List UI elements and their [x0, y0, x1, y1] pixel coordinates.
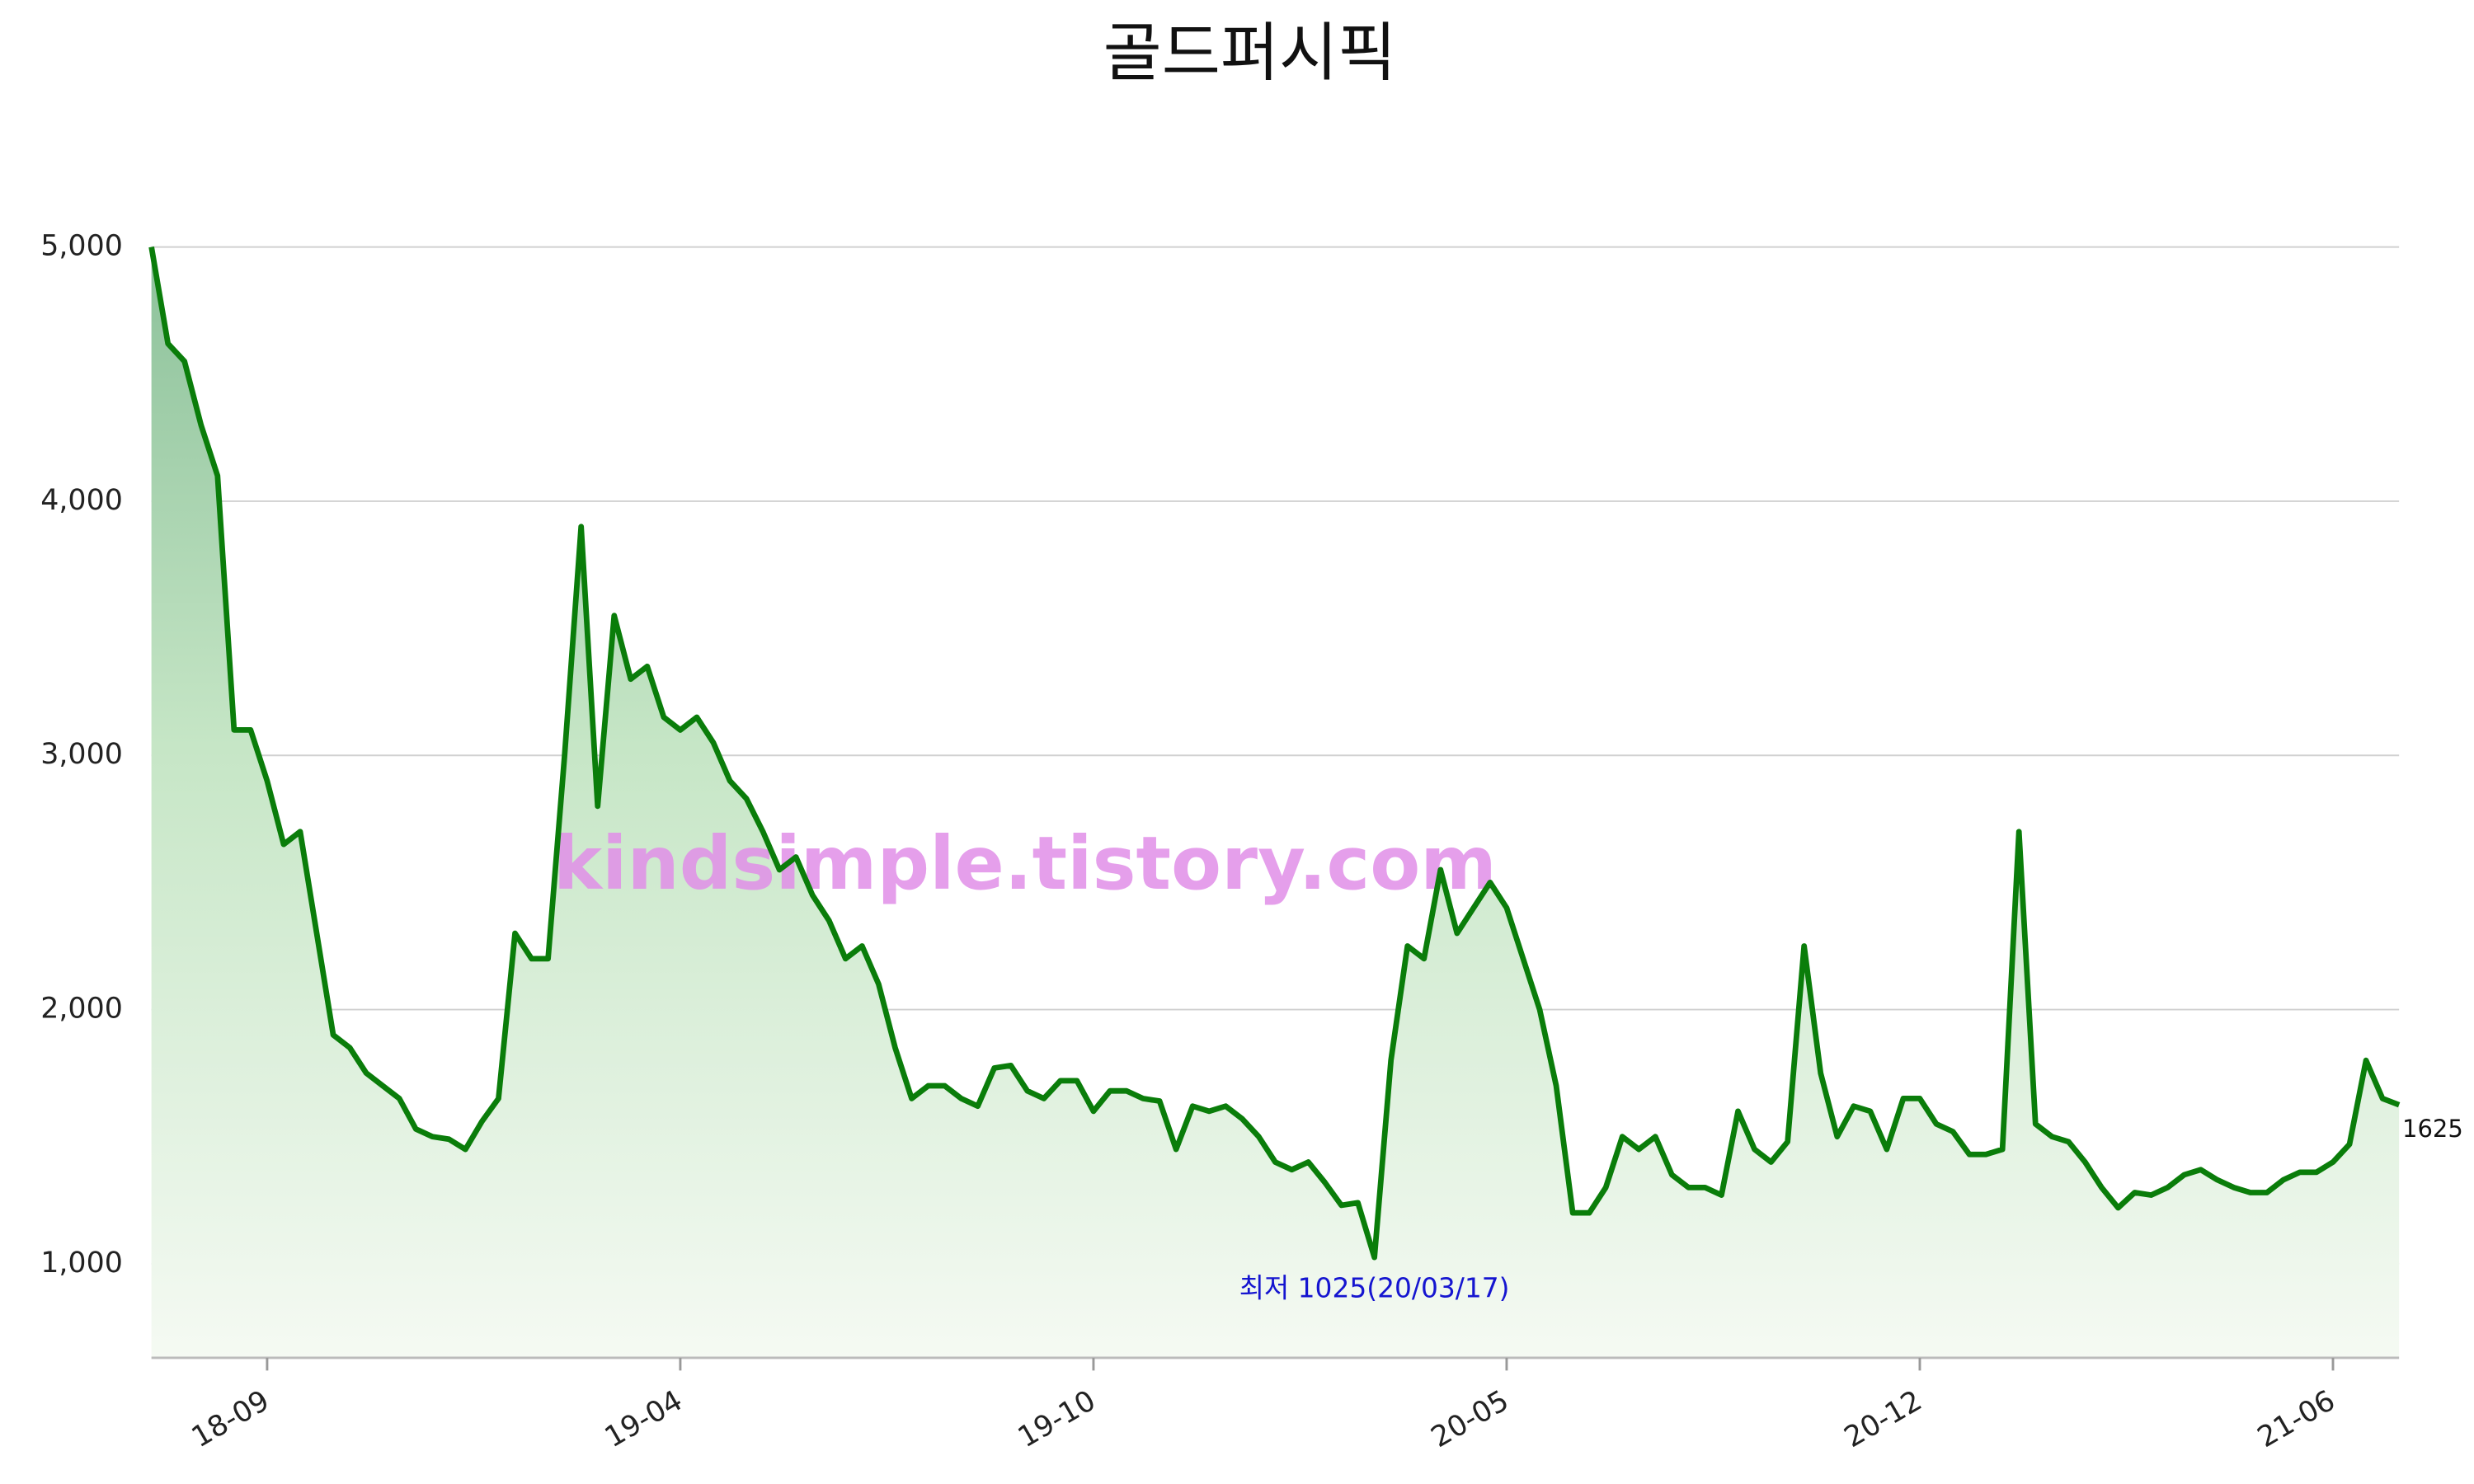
- x-tick-label: 20-12: [1839, 1384, 1928, 1454]
- y-tick-label: 1,000: [40, 1247, 123, 1280]
- min-annotation: 최저 1025(20/03/17): [1239, 1271, 1510, 1303]
- y-tick-label: 2,000: [40, 993, 123, 1026]
- y-tick-label: 5,000: [40, 230, 123, 263]
- line: [148, 247, 2401, 1261]
- x-tick-label: 21-06: [2252, 1384, 2341, 1454]
- watermark: kindsimple.tistory.com: [553, 820, 1497, 906]
- x-tick-label: 19-04: [600, 1384, 689, 1454]
- chart-title: 골드퍼시픽: [1103, 16, 1397, 91]
- x-tick-label: 20-05: [1426, 1384, 1515, 1454]
- last-value-label: 1625: [2402, 1115, 2463, 1143]
- area: [151, 247, 2400, 1358]
- y-tick-label: 3,000: [40, 738, 123, 771]
- y-tick-label: 4,000: [40, 484, 123, 517]
- x-tick-label: 19-10: [1013, 1384, 1102, 1454]
- x-tick-label: 18-09: [186, 1384, 275, 1454]
